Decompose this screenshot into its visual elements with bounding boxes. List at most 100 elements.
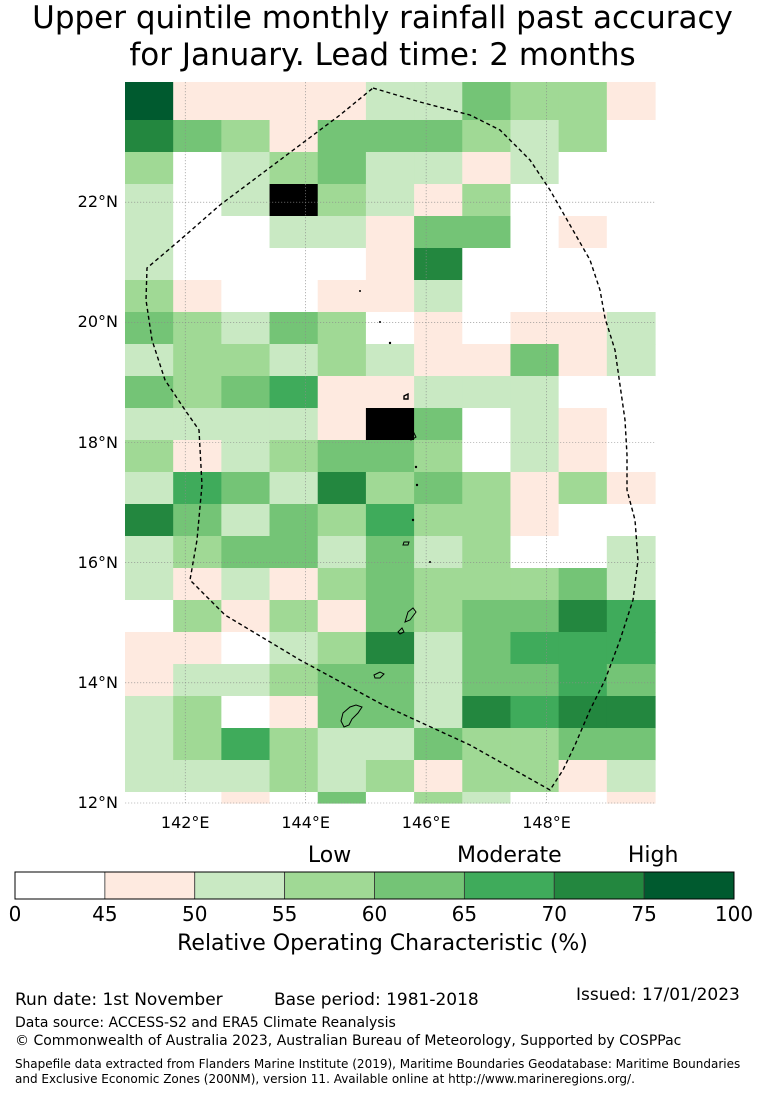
grid-cell-11-6 (414, 440, 463, 473)
island-dot-6 (379, 321, 381, 323)
grid-cell-21-1 (173, 760, 222, 793)
grid-cell-5-4 (317, 248, 367, 281)
map-canvas (125, 82, 656, 804)
colorbar-swatch-1 (104, 871, 196, 900)
colorbar-tick-100: 100 (714, 902, 754, 926)
grid-cell-bottom-6 (414, 792, 463, 804)
grid-cell-1-5 (365, 120, 415, 153)
island-dot-7 (359, 290, 361, 292)
grid-cell-20-0 (125, 728, 174, 761)
island-dot-1 (414, 465, 418, 469)
colorbar-swatch-7 (643, 871, 735, 900)
grid-cell-20-5 (365, 728, 415, 761)
grid-cell-15-10 (606, 568, 656, 601)
grid-cell-9-1 (173, 376, 222, 409)
grid-cell-5-7 (462, 248, 512, 281)
grid-cell-14-7 (462, 536, 512, 569)
grid-cell-5-2 (221, 248, 271, 281)
grid-cell-15-4 (317, 568, 367, 601)
island-rota (373, 671, 385, 679)
grid-cell-bottom-0 (125, 792, 174, 804)
grid-cell-1-8 (510, 120, 560, 153)
grid-cell-12-8 (510, 472, 560, 505)
grid-cell-1-0 (125, 120, 174, 153)
grid-cell-6-9 (558, 280, 608, 313)
grid-cell-17-1 (173, 632, 222, 665)
grid-cell-16-3 (269, 600, 319, 633)
grid-cell-1-4 (317, 120, 367, 153)
grid-cell-19-0 (125, 696, 174, 729)
grid-cell-16-0 (125, 600, 174, 633)
grid-cell-10-10 (606, 408, 656, 441)
grid-cell-13-7 (462, 504, 512, 537)
grid-cell-4-10 (606, 216, 656, 249)
grid-cell-15-6 (414, 568, 463, 601)
grid-cell-bottom-9 (558, 792, 608, 804)
grid-cell-7-5 (365, 312, 415, 345)
grid-cell-20-9 (558, 728, 608, 761)
grid-cell-7-0 (125, 312, 174, 345)
grid-cell-3-6 (414, 184, 463, 217)
grid-cell-3-4 (317, 184, 367, 217)
grid-cell-21-9 (558, 760, 608, 793)
grid-cell-15-7 (462, 568, 512, 601)
issued-date: Issued: 17/01/2023 (576, 985, 740, 1005)
grid-cell-18-0 (125, 664, 174, 697)
grid-cell-15-2 (221, 568, 271, 601)
grid-cell-18-10 (606, 664, 656, 697)
grid-cell-4-1 (173, 216, 222, 249)
grid-cell-14-8 (510, 536, 560, 569)
grid-cell-5-8 (510, 248, 560, 281)
grid-cell-6-10 (606, 280, 656, 313)
grid-cell-0-7 (462, 88, 512, 121)
grid-cell-21-2 (221, 760, 271, 793)
grid-cell-10-2 (221, 408, 271, 441)
grid-cell-top-9 (558, 82, 608, 89)
grid-cell-3-9 (558, 184, 608, 217)
grid-cell-12-0 (125, 472, 174, 505)
grid-cell-6-2 (221, 280, 271, 313)
grid-cell-12-4 (317, 472, 367, 505)
colorbar-swatch-3 (284, 871, 375, 900)
grid-cell-16-1 (173, 600, 222, 633)
run-date: Run date: 1st November (15, 990, 223, 1010)
grid-cell-10-8 (510, 408, 560, 441)
grid-cell-16-8 (510, 600, 560, 633)
grid-cell-2-9 (558, 152, 608, 185)
grid-cell-9-9 (558, 376, 608, 409)
grid-cell-11-7 (462, 440, 512, 473)
accuracy-grid-cells (125, 82, 656, 804)
island-tinian-saipan (397, 607, 417, 635)
category-moderate: Moderate (456, 843, 562, 868)
colorbar-swatch-6 (553, 871, 645, 900)
grid-cell-top-4 (317, 82, 367, 89)
grid-cell-18-5 (365, 664, 415, 697)
grid-cell-7-8 (510, 312, 560, 345)
lat-tick-label: 22°N (77, 192, 118, 212)
grid-cell-1-9 (558, 120, 608, 153)
grid-cell-top-10 (606, 82, 656, 89)
grid-cell-21-3 (269, 760, 319, 793)
island-dot-2 (415, 483, 419, 487)
grid-cell-2-2 (221, 152, 271, 185)
grid-cell-5-9 (558, 248, 608, 281)
grid-cell-3-2 (221, 184, 271, 217)
grid-cell-18-8 (510, 664, 560, 697)
grid-cell-10-7 (462, 408, 512, 441)
grid-cell-11-9 (558, 440, 608, 473)
grid-cell-4-5 (365, 216, 415, 249)
grid-cell-20-3 (269, 728, 319, 761)
grid-cell-6-4 (317, 280, 367, 313)
grid-cell-14-1 (173, 536, 222, 569)
colorbar-swatch-5 (463, 871, 555, 900)
grid-cell-18-6 (414, 664, 463, 697)
grid-cell-17-4 (317, 632, 367, 665)
grid-cell-14-9 (558, 536, 608, 569)
grid-cell-21-10 (606, 760, 656, 793)
grid-cell-8-7 (462, 344, 512, 377)
grid-cell-bottom-10 (606, 792, 656, 804)
grid-cell-11-8 (510, 440, 560, 473)
grid-cell-8-2 (221, 344, 271, 377)
grid-cell-13-5 (365, 504, 415, 537)
grid-cell-19-9 (558, 696, 608, 729)
